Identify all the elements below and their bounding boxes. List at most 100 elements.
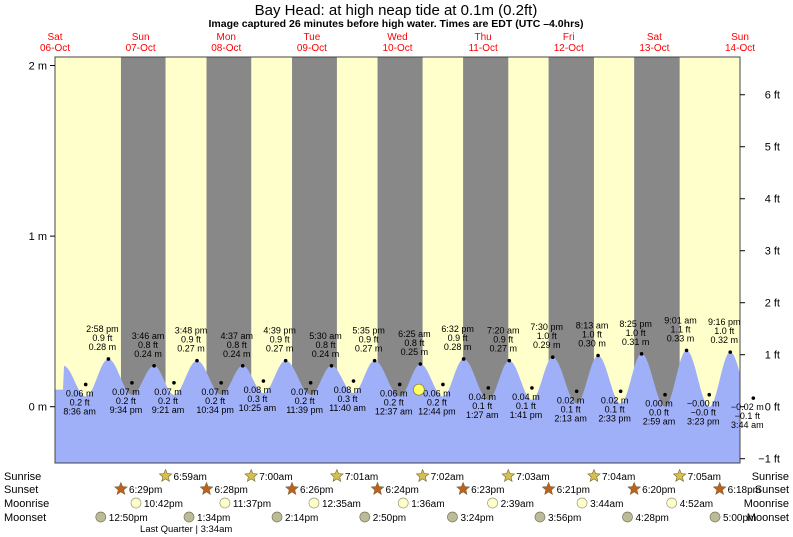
low-tide-ft-label: 0.1 ft [561,404,582,414]
high-tide-point [240,363,245,368]
high-tide-time-label: 6:32 pm [441,324,474,334]
high-tide-m-label: 0.31 m [622,337,650,347]
high-tide-m-label: 0.28 m [444,342,472,352]
moonset-icon [183,511,195,523]
low-tide-point [530,386,534,390]
moonset-time-label: 3:56pm [548,513,581,524]
sunrise-time-label: 7:01am [345,472,378,483]
low-tide-ft-label: 0.2 ft [384,397,405,407]
sunset-icon [285,481,299,495]
sunset-icon [370,481,385,495]
moonset-icon [622,511,633,523]
high-tide-m-label: 0.30 m [578,339,606,349]
sunrise-time-label: 6:59am [174,472,207,483]
high-tide-point [283,358,288,363]
sunrise-time-label: 7:03am [516,472,549,483]
plot-frame [54,56,741,464]
moonset-time-label: 2:50pm [373,513,406,524]
moonset-time-label: 3:24pm [460,513,493,524]
moonrise-time-label: 1:36am [411,499,444,510]
low-tide-ft-label: 0.2 ft [70,397,91,407]
low-tide-ft-label: 0.2 ft [205,396,226,406]
high-tide-time-label: 8:25 pm [619,319,652,329]
low-tide-m-label: 0.08 m [334,385,362,395]
high-tide-m-label: 0.24 m [134,349,162,359]
moonrise-time-label: 2:39am [501,499,534,510]
low-tide-time-label: 2:59 am [643,417,676,427]
high-tide-time-label: 7:30 pm [530,322,563,332]
low-tide-point [308,380,313,385]
astro-rows: Sunrise Sunrise 6:59am 7:00am 7:01am 7:02am 7:… [4,468,789,535]
moonset-time-label: 5:00pm [723,513,756,524]
low-tide-time-label: 12:37 am [375,406,413,416]
low-tide-ft-label: 0.1 ft [605,404,626,414]
sunrise-icon [244,468,259,482]
right-axis-tick-label: 5 ft [765,142,780,154]
moonrise-time-label: 3:44am [590,499,623,510]
high-tide-point [195,358,199,363]
high-tide-time-label: 5:30 am [309,331,342,341]
low-tide-point [663,392,667,397]
sunrise-icon [158,468,173,482]
day-name-label: Sun [731,32,749,43]
right-axis-tick-label: 0 ft [765,402,780,414]
low-tide-ft-label: 0.3 ft [247,394,268,404]
right-axis-tick-label: 4 ft [765,194,780,206]
high-tide-m-label: 0.27 m [266,344,294,354]
moonrise-icon [666,497,678,509]
high-tide-time-label: 6:25 am [398,329,431,339]
low-tide-m-label: 0.08 m [244,385,272,395]
low-tide-time-label: 11:39 pm [286,405,323,415]
low-tide-time-label: 8:36 am [63,406,96,416]
low-tide-point [219,380,223,385]
low-tide-point [172,380,176,385]
tide-labels: 2:58 pm 0.9 ft 0.28 m 3:46 am 0.8 ft 0.24 m 3:… [63,315,763,430]
low-tide-point [261,379,266,383]
high-tide-ft-label: 0.9 ft [270,335,291,345]
low-tide-point [441,382,445,387]
high-tide-m-label: 0.28 m [89,342,117,352]
sunset-icon [456,481,471,495]
axes: 0 m 1 m 2 m −1 ft 0 ft 1 ft 2 ft 3 ft 4 ft 5 ft 6 … [29,61,780,466]
day-name-label: Fri [563,32,575,43]
low-tide-m-label: 0.04 m [469,392,497,402]
high-tide-point [507,358,512,363]
sunset-time-label: 6:18pm [728,485,761,496]
sunrise-time-label: 7:05am [688,472,721,483]
sunset-icon [114,481,128,495]
high-tide-time-label: 4:37 am [220,331,253,341]
high-tide-time-label: 4:39 pm [263,326,296,336]
sunrise-time-label: 7:04am [602,472,635,483]
high-tide-point [596,353,600,358]
high-tide-time-label: 2:58 pm [86,324,119,334]
chart-title: Bay Head: at high neap tide at 0.1m (0.2… [255,2,538,19]
sunset-icon [199,481,214,495]
low-tide-time-label: 1:27 am [466,410,499,420]
high-tide-point [329,363,334,368]
moonrise-icon [397,497,409,509]
high-tide-ft-label: 0.8 ft [227,340,248,350]
low-tide-time-label: 1:41 pm [510,410,543,420]
low-tide-ft-label: 0.1 ft [516,401,537,411]
moonrise-icon [219,497,231,509]
sunrise-icon [672,468,687,482]
low-tide-point [751,396,756,400]
moonset-time-label: 12:50pm [109,513,148,524]
low-tide-time-label: 10:25 am [239,403,277,413]
sunset-time-label: 6:21pm [557,485,590,496]
high-tide-time-label: 3:46 am [132,331,165,341]
sunset-time-label: 6:23pm [471,485,504,496]
high-tide-time-label: 3:48 pm [175,326,208,336]
high-tide-m-label: 0.32 m [710,335,738,345]
day-date-label: 13-Oct [639,43,669,54]
day-date-label: 09-Oct [297,43,327,54]
high-tide-ft-label: 1.0 ft [714,326,735,336]
day-name-label: Tue [303,32,320,43]
low-tide-point [574,389,579,394]
low-tide-point [130,380,134,385]
high-tide-point [152,363,156,368]
sunrise-icon [415,468,430,482]
sunset-time-label: 6:24pm [386,485,419,496]
moonset-icon [95,511,107,523]
